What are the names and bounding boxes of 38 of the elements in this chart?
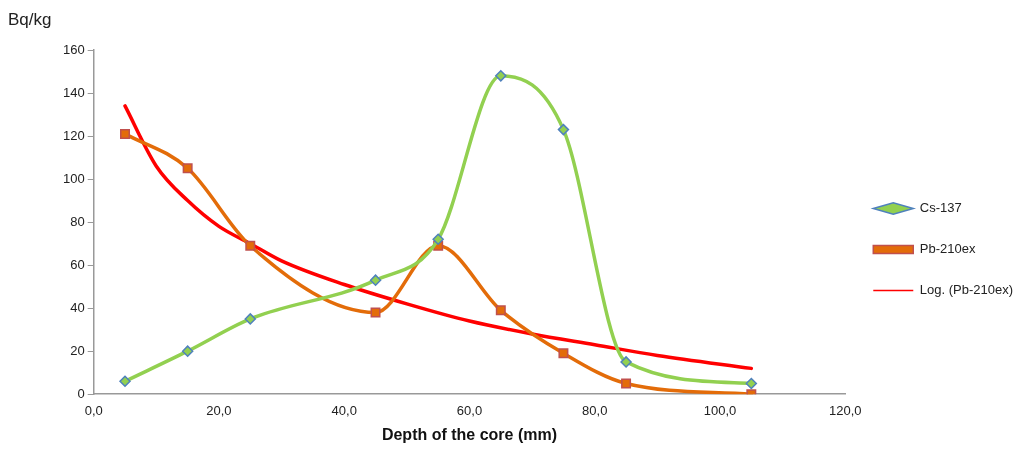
y-tick-label: 120 [62,127,85,143]
x-tick-label: 20,0 [206,402,232,418]
point [120,128,130,139]
y-tick-label: 140 [62,84,85,100]
y-axis-title: Bq/kg [8,10,52,30]
legend-label: Cs-137 [919,200,962,216]
y-tick-label: 60 [70,256,85,272]
legend-label: Pb-210ex [919,241,976,257]
point [182,163,193,174]
point [495,70,507,82]
point [620,356,632,368]
line-series [123,104,754,371]
point [244,313,257,325]
point [558,348,569,359]
point [119,375,131,388]
x-tick-label: 60,0 [456,402,483,418]
point [621,378,632,389]
y-tick-label: 80 [70,213,85,229]
x-tick-label: 80,0 [582,402,608,418]
point [557,123,570,136]
point [432,233,444,246]
y-tick-label: 20 [70,342,85,358]
y-tick-label: 40 [70,299,85,315]
x-tick-label: 120,0 [829,402,862,418]
point [369,274,382,286]
point [495,305,506,316]
point [245,240,256,251]
y-tick-label: 160 [62,41,85,57]
point [745,377,758,390]
point [181,345,194,357]
y-tick-label: 100 [62,170,85,186]
y-tick-label: 0 [77,385,85,401]
x-tick-label: 100,0 [703,402,737,418]
x-tick-label: 0,0 [84,402,103,418]
legend-label: Log. (Pb-210ex) [919,282,1014,298]
point [370,307,381,318]
x-axis-title: Depth of the core (mm) [381,425,558,443]
x-tick-label: 40,0 [331,402,357,418]
